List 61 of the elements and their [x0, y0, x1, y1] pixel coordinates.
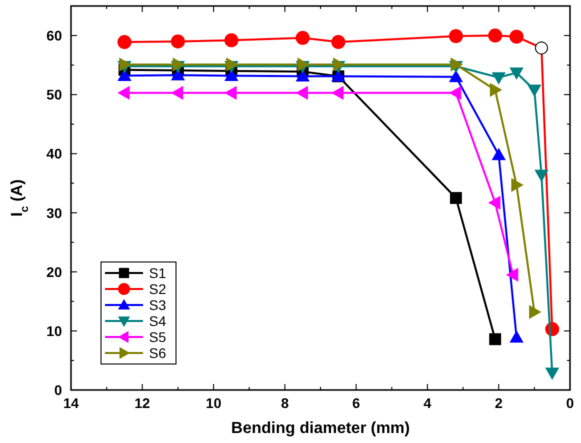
point [296, 30, 310, 45]
point [529, 305, 542, 320]
x-tick-label: 4 [424, 395, 432, 411]
point [172, 57, 185, 72]
point [506, 268, 518, 282]
y-tick-label: 10 [46, 322, 62, 339]
x-tick-label: 2 [494, 395, 503, 411]
x-tick-label: 6 [352, 395, 360, 411]
legend-label: S5 [149, 329, 166, 345]
point [296, 86, 308, 100]
legend-label: S1 [149, 265, 166, 281]
point [448, 86, 462, 100]
point [224, 68, 238, 81]
x-tick-label: 14 [63, 395, 79, 411]
x-tick-label: 10 [206, 395, 222, 411]
point [224, 33, 238, 48]
y-tick-label: 30 [46, 204, 62, 221]
point [119, 57, 132, 72]
point [331, 86, 344, 100]
point [534, 170, 548, 182]
y-tick-label: 20 [46, 264, 62, 280]
point [545, 368, 560, 380]
point [333, 57, 346, 72]
point [510, 330, 524, 343]
point [170, 34, 185, 48]
y-tick-label: 60 [46, 28, 62, 44]
point [448, 29, 463, 44]
legend-label: S3 [149, 297, 166, 313]
point [510, 30, 524, 44]
point [490, 82, 502, 97]
point [534, 41, 548, 54]
point [117, 86, 130, 100]
x-tick-label: 12 [134, 395, 150, 411]
legend-label: S4 [149, 313, 166, 329]
point [448, 70, 463, 82]
point [492, 72, 506, 84]
point [224, 86, 237, 100]
point [170, 86, 184, 100]
x-tick-label: 0 [566, 395, 574, 411]
y-tick-label: 40 [46, 146, 62, 162]
point [488, 28, 502, 43]
point [510, 68, 524, 80]
point [450, 192, 462, 204]
point [511, 178, 524, 192]
point [117, 68, 132, 81]
x-axis-title: Bending diameter (mm) [231, 420, 410, 437]
point [527, 84, 542, 97]
legend-label: S6 [149, 345, 166, 361]
point [226, 57, 238, 72]
point [488, 196, 500, 210]
point [296, 69, 310, 82]
x-tick-label: 8 [280, 395, 289, 411]
point [331, 35, 346, 50]
y-tick-label: 50 [46, 86, 62, 103]
point [489, 333, 502, 346]
point [492, 148, 506, 160]
point [450, 57, 463, 72]
y-tick-label: 0 [54, 382, 62, 398]
legend-label: S2 [149, 281, 166, 297]
point [117, 35, 132, 50]
point [297, 57, 310, 72]
